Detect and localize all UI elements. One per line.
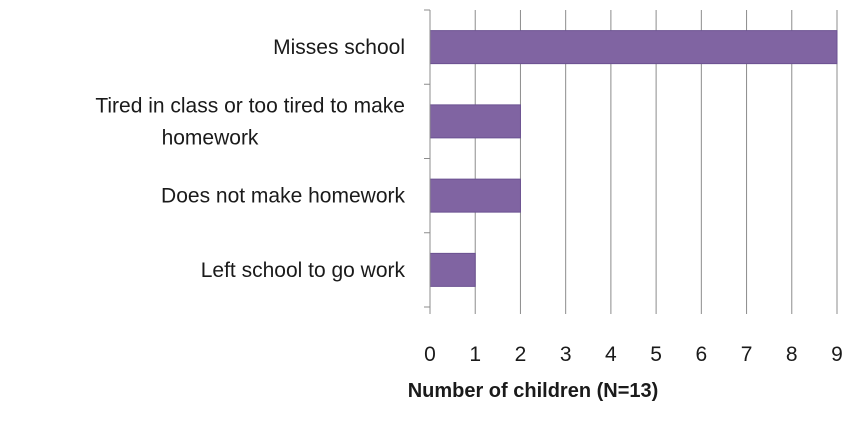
category-label: Does not make homework [161, 185, 405, 208]
bar [429, 178, 521, 213]
x-tick-labels: 0 1 2 3 4 5 6 7 8 9 [424, 343, 843, 366]
x-tick-label: 4 [605, 343, 617, 366]
x-tick-label: 9 [831, 343, 843, 366]
x-tick-label: 8 [786, 343, 798, 366]
bar [429, 30, 838, 65]
bars [429, 30, 838, 287]
category-label: Tired in class or too tired to make [95, 94, 405, 117]
category-label: Misses school [273, 36, 405, 59]
category-label: homework [162, 126, 259, 149]
category-label: Left school to go work [201, 259, 406, 282]
x-tick-label: 5 [650, 343, 662, 366]
x-tick-label: 6 [695, 343, 707, 366]
x-tick-label: 0 [424, 343, 436, 366]
bar [429, 252, 476, 287]
axes [424, 9, 838, 314]
x-tick-label: 1 [469, 343, 481, 366]
x-tick-label: 7 [741, 343, 753, 366]
x-tick-label: 3 [560, 343, 572, 366]
bar [429, 104, 521, 139]
category-labels: Misses school Tired in class or too tired… [95, 36, 405, 282]
x-axis-title: Number of children (N=13) [408, 380, 659, 402]
x-tick-label: 2 [515, 343, 527, 366]
